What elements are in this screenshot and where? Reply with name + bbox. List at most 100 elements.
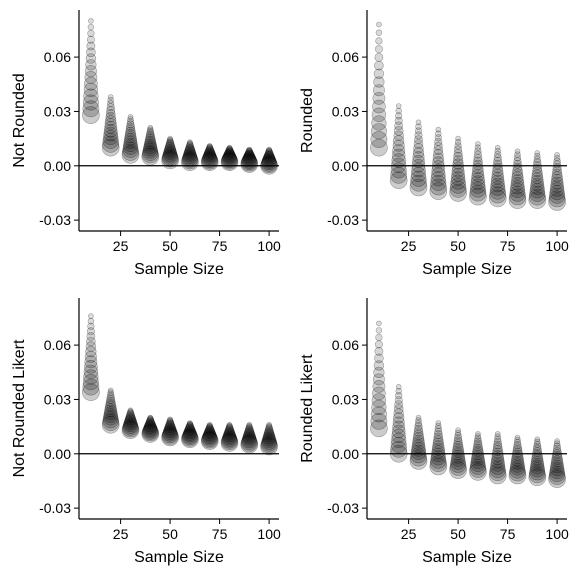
data-point bbox=[488, 466, 507, 485]
data-point bbox=[472, 159, 484, 171]
data-point bbox=[394, 116, 403, 125]
data-point bbox=[494, 435, 502, 444]
data-point bbox=[429, 457, 448, 476]
data-point bbox=[244, 150, 255, 161]
data-point bbox=[548, 470, 566, 488]
data-point bbox=[411, 162, 426, 178]
data-point bbox=[82, 100, 100, 118]
x-tick-label: 25 bbox=[113, 526, 129, 542]
data-point bbox=[412, 432, 425, 444]
data-point bbox=[395, 383, 402, 390]
data-point bbox=[225, 424, 234, 433]
data-point bbox=[166, 418, 174, 426]
data-point bbox=[187, 420, 193, 426]
data-point bbox=[145, 134, 156, 145]
data-point bbox=[395, 392, 403, 400]
data-point bbox=[471, 169, 485, 182]
data-point bbox=[494, 431, 501, 437]
y-axis-title: Not Rounded bbox=[11, 73, 28, 167]
data-point bbox=[88, 313, 94, 319]
data-point bbox=[226, 422, 233, 430]
data-point bbox=[122, 419, 139, 436]
data-point bbox=[183, 147, 197, 161]
data-point bbox=[105, 111, 116, 123]
data-point bbox=[262, 432, 276, 447]
data-point bbox=[145, 132, 156, 143]
data-point bbox=[167, 135, 173, 142]
y-tick-label: -0.03 bbox=[327, 212, 359, 228]
data-point bbox=[370, 406, 387, 423]
data-point bbox=[124, 414, 137, 426]
data-point bbox=[452, 441, 464, 452]
data-point bbox=[414, 127, 423, 135]
data-point bbox=[87, 29, 95, 38]
data-point bbox=[432, 437, 444, 449]
data-point bbox=[264, 427, 274, 437]
data-point bbox=[554, 438, 560, 444]
data-point bbox=[147, 126, 154, 133]
y-tick-label: 0.00 bbox=[332, 158, 359, 174]
data-point bbox=[548, 190, 566, 208]
data-point bbox=[490, 457, 505, 472]
data-point bbox=[489, 464, 507, 482]
data-point bbox=[123, 416, 138, 431]
data-point bbox=[473, 150, 482, 159]
data-point bbox=[263, 430, 276, 443]
data-point bbox=[409, 452, 428, 470]
data-point bbox=[371, 115, 387, 131]
data-point bbox=[453, 151, 463, 162]
data-point bbox=[509, 460, 526, 476]
data-point bbox=[449, 461, 467, 479]
data-point bbox=[124, 415, 137, 429]
data-point bbox=[203, 148, 216, 161]
data-point bbox=[393, 412, 405, 424]
data-point bbox=[241, 433, 257, 449]
data-point bbox=[553, 442, 561, 450]
data-point bbox=[163, 423, 177, 437]
data-point bbox=[204, 425, 215, 436]
data-point bbox=[185, 422, 195, 432]
data-point bbox=[185, 144, 195, 154]
data-point bbox=[127, 114, 134, 120]
y-tick-label: 0.03 bbox=[332, 103, 359, 119]
data-point bbox=[432, 440, 445, 453]
data-point bbox=[186, 420, 194, 428]
data-point bbox=[370, 419, 388, 438]
data-point bbox=[376, 320, 382, 327]
x-tick-label: 50 bbox=[162, 238, 178, 254]
data-point bbox=[222, 150, 237, 165]
data-point bbox=[390, 436, 407, 453]
data-point bbox=[224, 148, 235, 159]
data-point bbox=[450, 177, 467, 194]
data-point bbox=[491, 452, 505, 466]
data-point bbox=[246, 147, 253, 154]
data-point bbox=[206, 421, 213, 428]
data-point bbox=[86, 35, 95, 44]
data-point bbox=[204, 426, 216, 439]
x-axis-title: Sample Size bbox=[422, 261, 512, 278]
data-point bbox=[84, 71, 98, 84]
data-point bbox=[452, 161, 465, 174]
data-point bbox=[243, 428, 255, 440]
data-point bbox=[372, 92, 386, 105]
data-point bbox=[375, 29, 383, 36]
data-point bbox=[510, 458, 525, 473]
data-point bbox=[101, 138, 120, 157]
data-point bbox=[166, 418, 175, 427]
data-point bbox=[201, 152, 218, 169]
data-point bbox=[201, 430, 218, 447]
data-point bbox=[203, 427, 216, 440]
data-point bbox=[434, 425, 442, 433]
panel-rounded-likert: 25 50 75 100 -0.030.000.030.06 Sample Size … bbox=[299, 298, 569, 566]
data-point bbox=[166, 137, 174, 146]
data-point bbox=[163, 424, 177, 439]
data-point bbox=[242, 151, 256, 165]
data-point bbox=[373, 360, 385, 371]
data-point bbox=[392, 416, 405, 429]
data-point bbox=[470, 175, 486, 190]
data-point bbox=[549, 187, 566, 204]
data-point bbox=[454, 432, 462, 440]
data-point bbox=[84, 76, 98, 91]
data-point bbox=[431, 160, 445, 173]
